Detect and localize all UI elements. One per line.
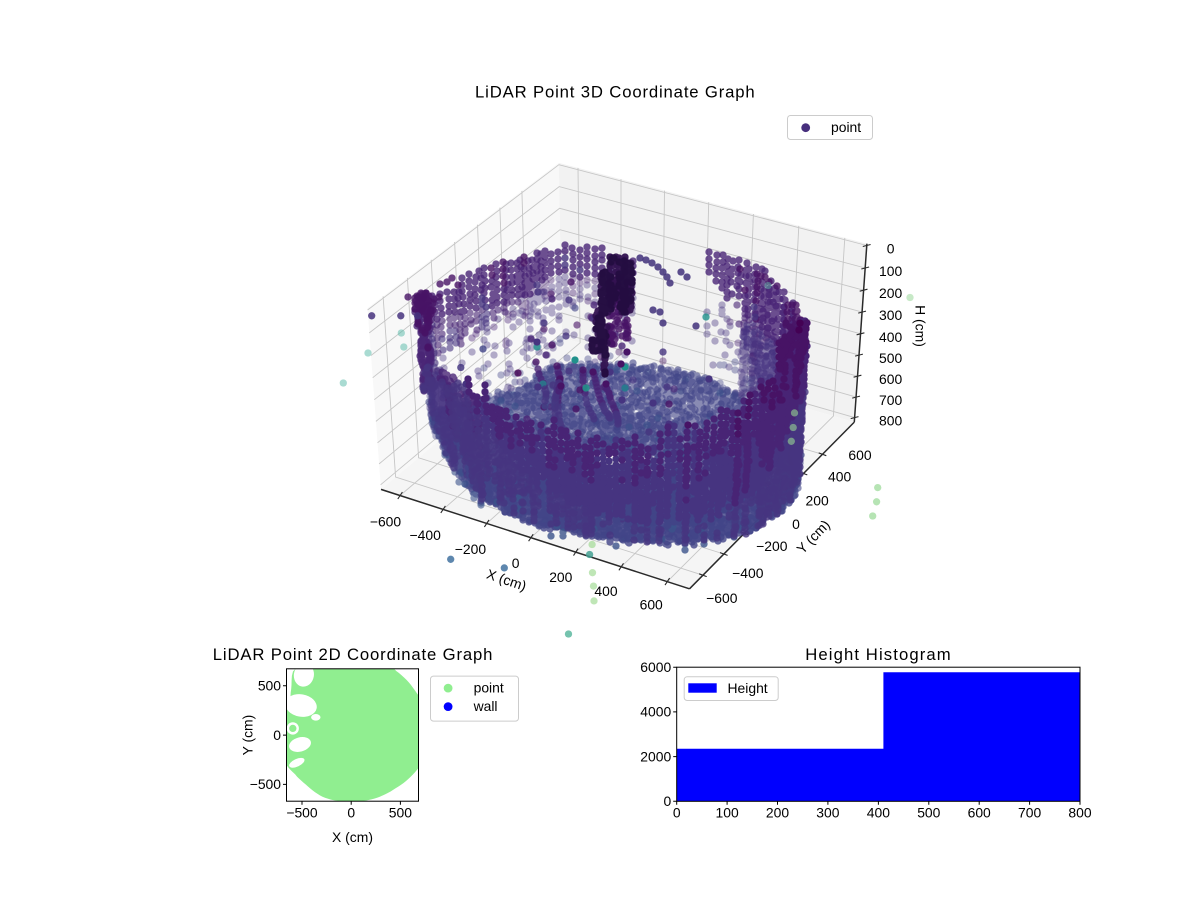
svg-text:−500: −500 (286, 805, 318, 821)
svg-text:0: 0 (792, 516, 800, 532)
svg-text:0: 0 (512, 555, 520, 571)
svg-text:Y (cm): Y (cm) (240, 715, 256, 756)
svg-text:800: 800 (1068, 805, 1091, 821)
svg-text:400: 400 (867, 805, 890, 821)
svg-text:600: 600 (640, 597, 663, 613)
svg-text:0: 0 (347, 805, 355, 821)
svg-text:0: 0 (663, 793, 671, 809)
svg-text:100: 100 (716, 805, 739, 821)
svg-text:0: 0 (273, 727, 281, 743)
svg-text:−200: −200 (455, 541, 487, 557)
svg-text:500: 500 (879, 350, 902, 366)
svg-text:Height: Height (728, 680, 768, 696)
svg-text:700: 700 (1018, 805, 1041, 821)
svg-text:200: 200 (806, 493, 829, 509)
svg-text:200: 200 (549, 569, 572, 585)
svg-text:600: 600 (879, 371, 902, 387)
svg-text:−400: −400 (732, 565, 764, 581)
svg-text:6000: 6000 (640, 659, 671, 675)
svg-text:600: 600 (968, 805, 991, 821)
svg-text:800: 800 (879, 413, 902, 429)
svg-text:2000: 2000 (640, 748, 671, 764)
svg-text:600: 600 (848, 447, 871, 463)
svg-text:300: 300 (879, 307, 902, 323)
svg-text:300: 300 (816, 805, 839, 821)
svg-text:700: 700 (879, 392, 902, 408)
svg-text:400: 400 (828, 469, 851, 485)
svg-text:point: point (474, 680, 504, 696)
svg-text:400: 400 (879, 329, 902, 345)
svg-text:−400: −400 (410, 527, 442, 543)
svg-text:LiDAR Point 2D Coordinate Grap: LiDAR Point 2D Coordinate Graph (213, 645, 494, 664)
svg-text:−500: −500 (250, 776, 282, 792)
svg-text:Height Histogram: Height Histogram (805, 645, 952, 664)
svg-text:500: 500 (389, 805, 412, 821)
svg-text:point: point (831, 119, 861, 135)
svg-text:−200: −200 (756, 538, 788, 554)
svg-text:0: 0 (887, 241, 895, 257)
svg-text:H (cm): H (cm) (913, 305, 929, 347)
svg-text:−600: −600 (706, 590, 738, 606)
svg-text:LiDAR Point 3D Coordinate Grap: LiDAR Point 3D Coordinate Graph (475, 82, 756, 101)
svg-text:4000: 4000 (640, 704, 671, 720)
svg-text:500: 500 (258, 678, 281, 694)
svg-text:200: 200 (766, 805, 789, 821)
svg-text:100: 100 (879, 263, 902, 279)
svg-text:wall: wall (473, 698, 498, 714)
svg-text:400: 400 (594, 583, 617, 599)
svg-text:−600: −600 (370, 514, 402, 530)
svg-text:0: 0 (673, 805, 681, 821)
svg-text:X (cm): X (cm) (332, 829, 373, 845)
svg-text:200: 200 (879, 285, 902, 301)
svg-text:500: 500 (917, 805, 940, 821)
